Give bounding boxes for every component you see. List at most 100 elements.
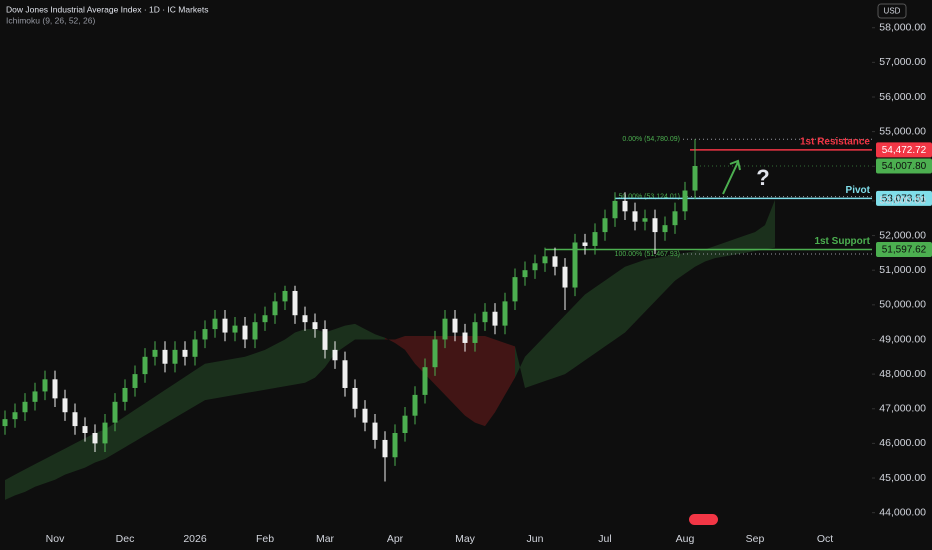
- candle-body: [382, 439, 388, 458]
- candle-body: [72, 412, 78, 427]
- cloud-segment: [385, 337, 395, 343]
- cloud-segment: [475, 336, 485, 427]
- candle-body: [192, 339, 198, 357]
- candle-body: [532, 263, 538, 271]
- levels: 0.00% (54,780.09) 50.00% (53,124.01) 100.0…: [545, 136, 872, 258]
- price-tag: [876, 142, 932, 158]
- cloud-segment: [185, 370, 195, 412]
- cloud-segment: [55, 448, 65, 480]
- cloud-segment: [205, 361, 215, 401]
- y-tick-label: 44,000.00: [879, 506, 926, 518]
- cloud-segment: [495, 339, 505, 413]
- cloud-segment: [585, 287, 595, 361]
- cloud-segment: [735, 235, 745, 255]
- cloud-segment: [695, 249, 705, 267]
- candle-body: [572, 242, 578, 288]
- cloud-segment: [665, 254, 675, 291]
- y-tick-label: 53,000.00: [879, 195, 926, 207]
- candle-body: [372, 422, 378, 440]
- cloud-segment: [625, 263, 635, 333]
- cloud-segment: [715, 242, 725, 259]
- y-tick-label: 52,000.00: [879, 229, 926, 241]
- price-tag: [876, 190, 932, 206]
- x-tick-label: Aug: [676, 533, 695, 545]
- candle-body: [682, 190, 688, 212]
- currency-box[interactable]: [877, 3, 907, 19]
- candle-body: [42, 379, 48, 392]
- x-tick-label: Nov: [46, 533, 65, 545]
- candle-body: [92, 433, 98, 444]
- cloud-segment: [25, 464, 35, 492]
- arrow: [722, 159, 741, 195]
- candle-body: [612, 200, 618, 219]
- candle-body: [512, 277, 518, 302]
- cloud-segment: [165, 383, 175, 424]
- cloud-segment: [45, 453, 55, 484]
- y-tick-label: 49,000.00: [879, 333, 926, 345]
- currency: USD: [884, 7, 901, 16]
- candle-body: [432, 339, 438, 368]
- candle-body: [452, 318, 458, 333]
- cloud-segment: [255, 349, 265, 392]
- cloud-segment: [275, 339, 285, 388]
- candle-body: [212, 318, 218, 330]
- candle-body: [502, 301, 508, 326]
- candle-body: [222, 318, 228, 333]
- candle-body: [122, 387, 128, 402]
- cloud-segment: [155, 390, 165, 430]
- cloud-segment: [395, 336, 405, 350]
- candle-body: [312, 322, 318, 330]
- cloud-segment: [565, 304, 575, 375]
- cloud-segment: [35, 458, 45, 487]
- candle-body: [242, 325, 248, 340]
- cloud-segment: [365, 329, 375, 340]
- candle-body: [202, 329, 208, 340]
- axes: 54,472.72 53,073.51 51,597.62 44,000.00 45,0…: [46, 21, 932, 545]
- cloud-segment: [245, 353, 255, 394]
- cloud-segment: [595, 280, 605, 354]
- x-tick-label: May: [455, 533, 476, 545]
- candle-body: [672, 211, 678, 226]
- cloud-segment: [705, 245, 715, 262]
- cloud-segment: [525, 346, 535, 388]
- event-badge[interactable]: [689, 514, 718, 525]
- cloud-segment: [295, 329, 305, 385]
- candle-body: [392, 433, 398, 458]
- candle-body: [662, 225, 668, 233]
- candle-body: [2, 419, 8, 427]
- y-tick-label: 58,000.00: [879, 21, 926, 33]
- x-tick-label: 2026: [183, 533, 207, 545]
- candle-body: [302, 315, 308, 323]
- cloud-segment: [535, 336, 545, 385]
- cloud-segment: [745, 232, 755, 253]
- cloud-segment: [505, 342, 515, 395]
- candle-body: [52, 379, 58, 399]
- level-label: 1st Support: [814, 236, 870, 247]
- cloud-segment: [235, 356, 245, 395]
- cloud-segment: [15, 469, 25, 496]
- cloud-segment: [135, 403, 145, 442]
- cloud-segment: [655, 256, 665, 302]
- candle-body: [622, 200, 628, 212]
- candle-body: [22, 401, 28, 413]
- cloud-segment: [375, 334, 385, 340]
- candle-body: [492, 311, 498, 326]
- cloud-segment: [645, 258, 655, 312]
- x-tick-label: Dec: [116, 533, 135, 545]
- cloud-segment: [575, 294, 585, 368]
- candle-body: [262, 315, 268, 323]
- cloud-segment: [445, 336, 455, 406]
- cloud-segment: [415, 336, 425, 375]
- cloud-segment: [615, 266, 625, 340]
- cloud-segment: [265, 344, 275, 390]
- candle-body: [562, 266, 568, 288]
- cloud-segment: [555, 315, 565, 378]
- cloud-segment: [125, 409, 135, 448]
- fib-label: 100.00% (51,467.93): [615, 251, 680, 258]
- candle-body: [232, 325, 238, 333]
- cloud-segment: [765, 199, 775, 250]
- cloud-segment: [685, 251, 695, 274]
- candle-body: [642, 218, 648, 222]
- fib-label: 0.00% (54,780.09): [622, 136, 680, 143]
